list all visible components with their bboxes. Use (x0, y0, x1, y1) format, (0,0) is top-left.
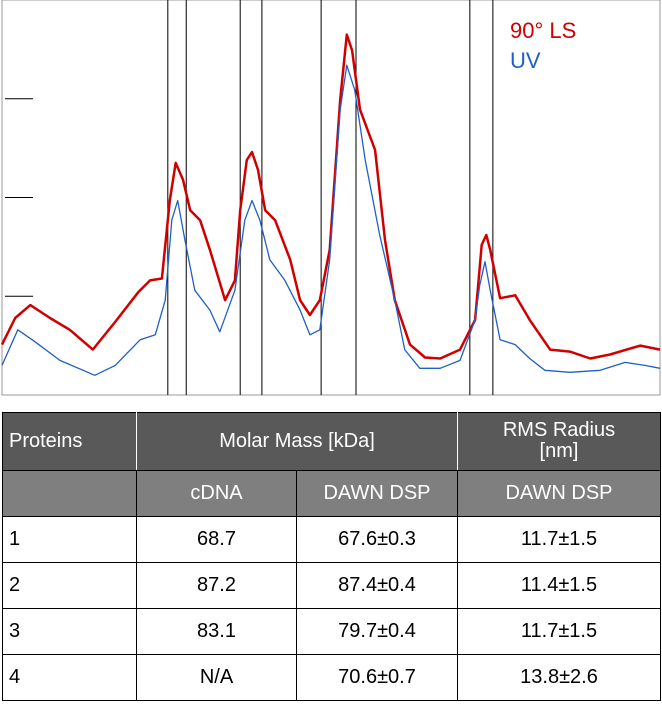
data-cell: 68.7 (136, 516, 297, 563)
data-cell: N/A (136, 654, 297, 701)
data-cell: 3 (2, 608, 137, 655)
header-cell: Molar Mass [kDa] (136, 412, 458, 471)
series-line (0, 33, 661, 360)
header-cell: DAWN DSP (457, 470, 661, 517)
data-cell: 4 (2, 654, 137, 701)
header-text: RMS Radius [nm] (502, 419, 616, 462)
header-cell: cDNA (136, 470, 297, 517)
legend-label: 90° LS (510, 18, 576, 43)
data-cell: 13.8±2.6 (457, 654, 661, 701)
data-cell: 11.4±1.5 (457, 562, 661, 609)
header-row: Proteins Molar Mass [kDa] RMS Radius [nm… (2, 412, 661, 471)
chart: 90° LS UV (0, 0, 661, 396)
data-row: 2 87.2 87.4±0.4 11.4±1.5 (2, 562, 661, 609)
plot-frame (1, 0, 661, 396)
data-cell: 79.7±0.4 (296, 608, 458, 655)
data-cell: 83.1 (136, 608, 297, 655)
data-cell: 11.7±1.5 (457, 608, 661, 655)
data-cell: 87.2 (136, 562, 297, 609)
data-cell: 87.4±0.4 (296, 562, 458, 609)
data-cell: 2 (2, 562, 137, 609)
header-cell: Proteins (2, 412, 137, 471)
results-table: Proteins Molar Mass [kDa] RMS Radius [nm… (2, 412, 661, 701)
data-row: 3 83.1 79.7±0.4 11.7±1.5 (2, 608, 661, 655)
data-row: 4 N/A 70.6±0.7 13.8±2.6 (2, 654, 661, 701)
subheader-row: cDNA DAWN DSP DAWN DSP (2, 470, 661, 517)
header-cell: RMS Radius [nm] (457, 412, 661, 471)
data-cell: 11.7±1.5 (457, 516, 661, 563)
series-line (1, 64, 661, 376)
data-cell: 67.6±0.3 (296, 516, 458, 563)
data-cell: 1 (2, 516, 137, 563)
data-row: 1 68.7 67.6±0.3 11.7±1.5 (2, 516, 661, 563)
header-cell (2, 470, 137, 517)
legend-label: UV (510, 48, 541, 73)
header-cell: DAWN DSP (296, 470, 458, 517)
data-cell: 70.6±0.7 (296, 654, 458, 701)
